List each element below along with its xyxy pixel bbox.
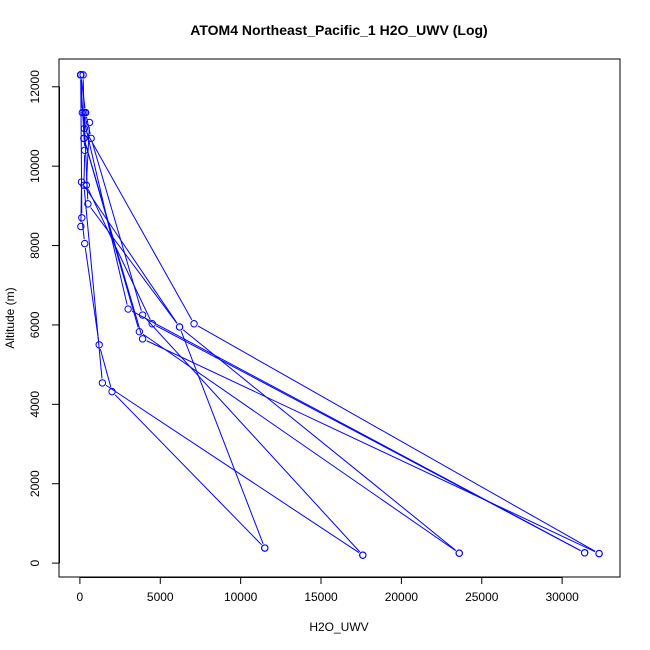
y-tick-label: 8000 <box>28 232 42 259</box>
data-point <box>77 71 85 79</box>
series-segment <box>80 79 83 109</box>
data-point <box>84 200 92 208</box>
series-segment <box>87 189 151 320</box>
series-segment <box>83 185 178 324</box>
series-9 <box>81 108 367 559</box>
series-segment <box>105 384 360 554</box>
y-tick-label: 10000 <box>28 149 42 183</box>
y-tick-label: 0 <box>28 559 42 566</box>
data-point <box>85 118 94 127</box>
data-point <box>98 379 107 387</box>
data-point <box>190 320 198 328</box>
data-point <box>87 134 95 143</box>
series-10 <box>77 178 269 552</box>
series-segment <box>83 189 103 379</box>
series-segment <box>84 247 100 341</box>
data-point <box>79 71 87 79</box>
y-tick-label: 4000 <box>28 391 42 418</box>
data-point <box>148 320 156 328</box>
data-point <box>124 305 132 313</box>
series-segment <box>145 318 361 553</box>
y-tick-label: 2000 <box>28 470 42 497</box>
data-point <box>261 544 269 552</box>
series-segment <box>182 329 457 551</box>
x-tick-label: 5000 <box>147 590 174 604</box>
x-axis: 0 5000 10000 15000 20000 25000 30000 <box>77 577 579 604</box>
series-segment <box>197 325 596 552</box>
series-segment <box>80 186 82 223</box>
y-axis-label: Altitude (m) <box>3 287 17 348</box>
data-point <box>359 551 367 559</box>
data-point <box>138 311 147 319</box>
series-segment <box>85 116 91 135</box>
x-tick-label: 15000 <box>304 590 338 604</box>
series-segment <box>180 330 264 545</box>
series-segment <box>142 333 456 552</box>
series-segment <box>86 132 193 321</box>
series-layer <box>77 71 603 559</box>
series-segment <box>82 79 85 124</box>
chart-title: ATOM4 Northeast_Pacific_1 H2O_UWV (Log) <box>190 22 487 38</box>
series-segment <box>155 325 581 552</box>
data-point <box>595 549 603 558</box>
data-point <box>138 335 147 343</box>
data-point <box>580 549 589 557</box>
y-tick-label: 12000 <box>28 70 42 104</box>
data-point <box>78 214 86 222</box>
series-segment <box>99 349 112 388</box>
data-point <box>77 222 85 231</box>
x-tick-label: 25000 <box>465 590 499 604</box>
data-point <box>81 108 90 117</box>
series-segment <box>90 207 178 324</box>
x-tick-label: 20000 <box>385 590 419 604</box>
x-tick-label: 10000 <box>224 590 258 604</box>
data-point <box>175 323 184 331</box>
series-segment <box>81 222 85 240</box>
y-axis: 0 2000 4000 6000 8000 10000 12000 <box>28 70 60 566</box>
y-tick-label: 6000 <box>28 311 42 338</box>
series-segment <box>146 340 596 553</box>
data-point <box>77 178 86 186</box>
x-tick-label: 0 <box>77 590 84 604</box>
series-segment <box>114 394 262 546</box>
series-segment <box>83 154 86 181</box>
data-point <box>80 134 88 143</box>
series-segment <box>91 142 142 311</box>
data-point <box>81 239 89 248</box>
data-point <box>455 549 463 557</box>
series-segment <box>83 117 89 200</box>
x-axis-label: H2O_UWV <box>309 620 368 634</box>
x-tick-label: 30000 <box>545 590 579 604</box>
